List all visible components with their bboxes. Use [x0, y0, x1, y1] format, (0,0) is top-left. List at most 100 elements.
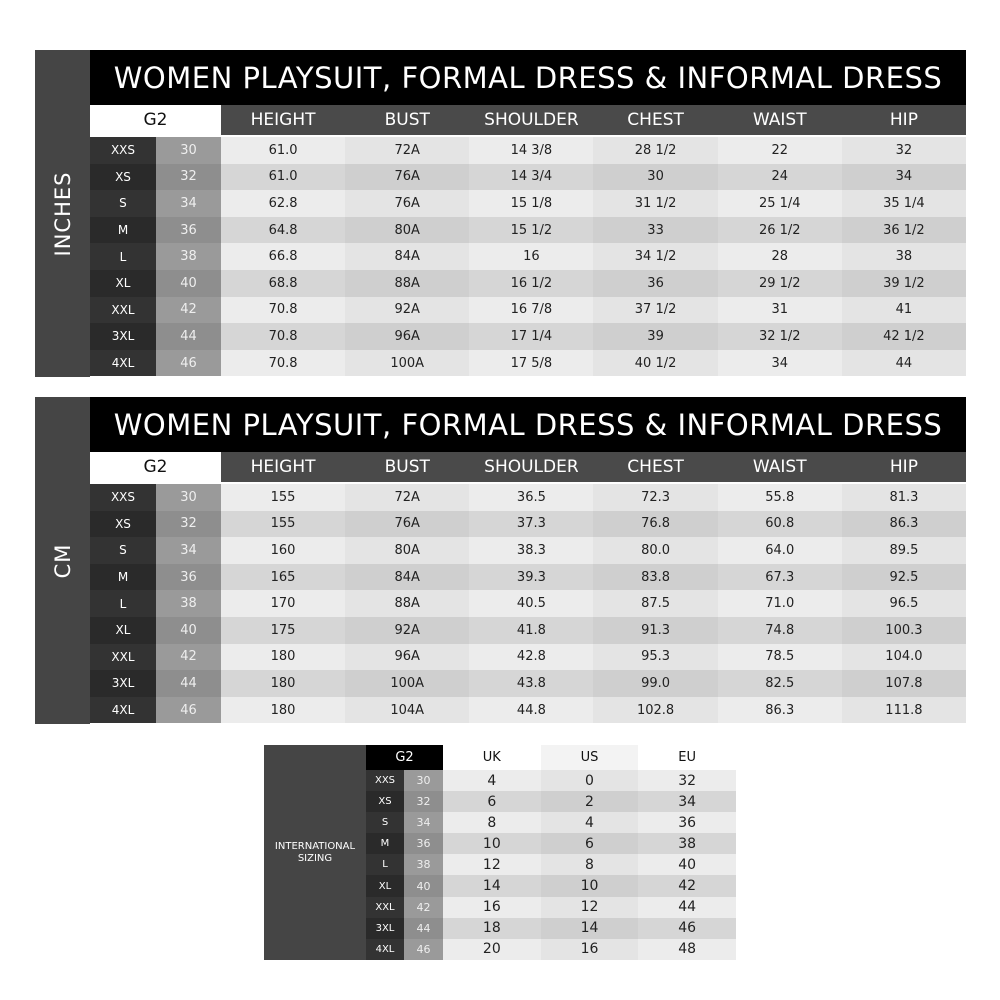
column-header: SHOULDER [484, 110, 579, 130]
size-label: 4XL [90, 349, 156, 377]
size-number: 32 [155, 163, 221, 191]
table-cell: 66.8 [220, 243, 346, 270]
size-label: XXS [90, 484, 156, 511]
table-row: XS 32 155 76A 37.3 76.8 60.8 86.3 [90, 510, 966, 538]
size-label: 3XL [90, 323, 156, 350]
table-row: M 36 64.8 80A 15 1/2 33 26 1/2 36 1/2 [90, 216, 966, 244]
size-number: 30 [404, 770, 443, 792]
size-number: 36 [404, 833, 443, 855]
size-number: 34 [155, 190, 221, 217]
size-number: 44 [155, 323, 221, 350]
table-cell: 180 [220, 670, 346, 697]
table-cell: 68.8 [220, 269, 346, 297]
table-cell: 87.5 [593, 590, 718, 617]
table-cell: 100A [345, 670, 470, 697]
table-cell: 40 1/2 [593, 349, 718, 377]
table-cell: 17 5/8 [469, 349, 594, 377]
column-header: EU [638, 745, 736, 770]
table-cell: 16 1/2 [469, 269, 594, 297]
column-header: WAIST [752, 110, 807, 130]
size-label: XS [90, 163, 156, 191]
table-cell: 71.0 [717, 590, 842, 617]
table-cell: 6 [443, 791, 541, 813]
table-cell: 72A [345, 137, 470, 164]
table-cell: 36.5 [469, 484, 594, 511]
size-label: M [90, 563, 156, 591]
table-title: WOMEN PLAYSUIT, FORMAL DRESS & INFORMAL … [90, 397, 966, 452]
size-number: 42 [404, 896, 443, 918]
size-number: 38 [155, 243, 221, 270]
size-label: L [90, 590, 156, 617]
table-cell: 60.8 [717, 510, 842, 538]
table-cell: 89.5 [841, 537, 966, 564]
table-cell: 70.8 [220, 296, 346, 324]
table-cell: 160 [220, 537, 346, 564]
size-number: 44 [155, 670, 221, 697]
table-cell: 16 [443, 896, 541, 918]
table-cell: 39.3 [469, 563, 594, 591]
table-cell: 165 [220, 563, 346, 591]
table-cell: 37.3 [469, 510, 594, 538]
table-cell: 64.8 [220, 216, 346, 244]
table-cell: 39 1/2 [841, 269, 966, 297]
table-cell: 32 1/2 [717, 323, 842, 350]
table-cell: 180 [220, 643, 346, 671]
size-number: 46 [404, 938, 443, 960]
table-cell: 55.8 [717, 484, 842, 511]
table-cell: 26 1/2 [717, 216, 842, 244]
table-cell: 46 [638, 917, 737, 939]
size-label: 4XL [366, 938, 404, 960]
table-row: XXL 42 16 12 44 [366, 896, 737, 918]
table-cell: 15 1/2 [469, 216, 594, 244]
table-cell: 80A [345, 537, 470, 564]
table-cell: 92A [345, 296, 470, 324]
table-row: 4XL 46 20 16 48 [366, 938, 737, 960]
table-cell: 80.0 [593, 537, 718, 564]
table-cell: 20 [443, 938, 541, 960]
table-cell: 40.5 [469, 590, 594, 617]
table-cell: 61.0 [220, 163, 346, 191]
table-row: S 34 8 4 36 [366, 812, 737, 834]
table-cell: 42 1/2 [841, 323, 966, 350]
table-cell: 8 [540, 854, 639, 876]
table-row: L 38 170 88A 40.5 87.5 71.0 96.5 [90, 590, 966, 617]
size-number: 44 [404, 917, 443, 939]
size-label: XXL [90, 643, 156, 671]
table-cell: 72.3 [593, 484, 718, 511]
table-cell: 10 [443, 833, 541, 855]
table-cell: 4 [443, 770, 541, 792]
table-cell: 36 [638, 812, 737, 834]
table-cell: 12 [540, 896, 639, 918]
table-cell: 96A [345, 323, 470, 350]
size-label: 4XL [90, 696, 156, 724]
size-number: 46 [155, 349, 221, 377]
size-label: XS [90, 510, 156, 538]
table-cell: 41 [841, 296, 966, 324]
size-label: XL [90, 269, 156, 297]
table-row: XXS 30 4 0 32 [366, 770, 737, 792]
column-header: SHOULDER [484, 457, 579, 477]
table-cell: 84A [345, 563, 470, 591]
table-row: S 34 160 80A 38.3 80.0 64.0 89.5 [90, 537, 966, 564]
table-cell: 6 [540, 833, 639, 855]
table-cell: 76.8 [593, 510, 718, 538]
table-body: XXS 30 4 0 32 XS 32 6 2 34 S 34 8 4 36 M 36 10 6 38 L 38 12 8 40… [366, 770, 737, 960]
table-cell: 84A [345, 243, 470, 270]
table-cell: 48 [638, 938, 737, 960]
size-label: XS [366, 791, 404, 813]
table-cell: 76A [345, 163, 470, 191]
table-cell: 14 [540, 917, 639, 939]
table-cell: 8 [443, 812, 541, 834]
size-label: S [90, 190, 156, 217]
table-cell: 22 [717, 137, 842, 164]
table-row: XXS 30 155 72A 36.5 72.3 55.8 81.3 [90, 484, 966, 511]
table-cell: 39 [593, 323, 718, 350]
table-cell: 64.0 [717, 537, 842, 564]
column-header: CHEST [627, 457, 684, 477]
international-sizing-table: INTERNATIONAL SIZING G2 UK US EU XXS 30 4 0 32 X… [264, 745, 737, 960]
size-number: 46 [155, 696, 221, 724]
size-number: 38 [155, 590, 221, 617]
table-cell: 155 [220, 484, 346, 511]
size-number: 38 [404, 854, 443, 876]
table-row: M 36 165 84A 39.3 83.8 67.3 92.5 [90, 563, 966, 591]
